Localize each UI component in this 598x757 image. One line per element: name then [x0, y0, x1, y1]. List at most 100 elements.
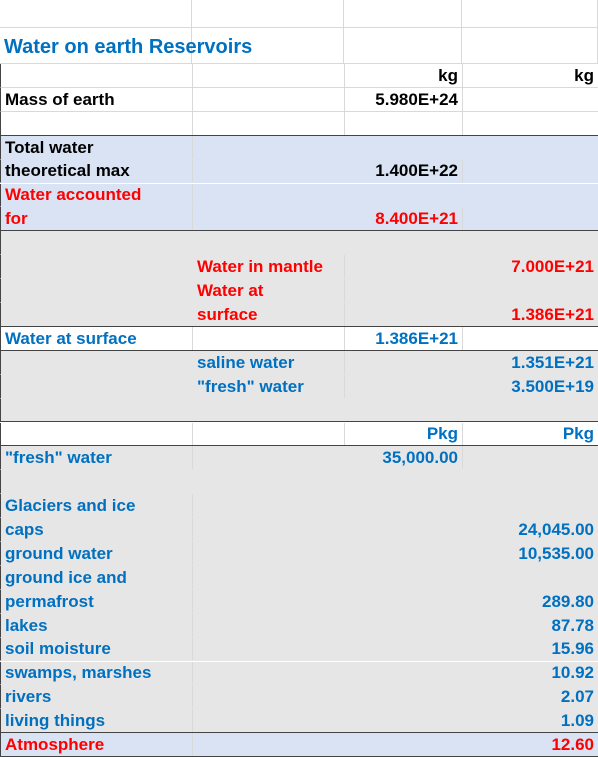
cell-text: Water at — [197, 280, 264, 300]
cell — [193, 160, 345, 183]
sheet-row: Mass of earth 5.980E+24 — [0, 87, 598, 112]
cell-text: 3.500E+19 — [511, 376, 594, 396]
cell — [193, 399, 345, 422]
cell-text: "fresh" water — [5, 448, 112, 468]
sheet-row: ground ice and — [0, 565, 598, 590]
cell — [1, 111, 193, 135]
cell-text: 5.980E+24 — [375, 89, 458, 109]
cell — [344, 0, 462, 27]
cell — [1, 399, 193, 422]
cell — [1, 279, 193, 302]
cell — [1, 351, 193, 374]
cell: "fresh" water — [1, 446, 193, 470]
cell — [463, 470, 598, 493]
cell — [1, 422, 193, 446]
cell: 10.92 — [463, 662, 598, 685]
cell: "fresh" water — [193, 374, 345, 398]
sheet-row: saline water 1.351E+21 — [0, 350, 598, 375]
cell: 1.09 — [463, 709, 598, 732]
cell — [344, 28, 462, 63]
cell-text: 10.92 — [551, 663, 594, 683]
cell — [345, 662, 463, 685]
cell — [0, 0, 192, 27]
cell-text: theoretical max — [5, 161, 130, 181]
cell-text: kg — [574, 65, 594, 85]
cell — [193, 638, 345, 661]
cell — [463, 399, 598, 422]
cell: Water at surface — [1, 326, 193, 350]
sheet-row: for 8.400E+21 — [0, 207, 598, 232]
cell-text: 7.000E+21 — [511, 257, 594, 277]
cell — [345, 399, 463, 422]
cell — [345, 470, 463, 493]
cell — [463, 136, 598, 159]
cell — [463, 207, 598, 230]
cell — [193, 662, 345, 685]
cell — [193, 136, 345, 159]
cell — [1, 375, 193, 398]
sheet-row: Glaciers and ice — [0, 494, 598, 519]
cell: 3.500E+19 — [463, 375, 598, 398]
cell — [345, 303, 463, 326]
cell — [345, 351, 463, 374]
cell — [192, 0, 344, 27]
cell: saline water — [193, 350, 345, 374]
cell-text: soil moisture — [5, 639, 111, 659]
cell — [193, 494, 345, 517]
cell-text: caps — [5, 519, 44, 539]
cell — [345, 685, 463, 708]
cell — [463, 446, 598, 469]
cell-text: Pkg — [562, 424, 594, 444]
cell: 1.386E+21 — [345, 326, 463, 350]
cell — [193, 614, 345, 637]
cell-text: kg — [438, 65, 458, 85]
cell: 1.351E+21 — [463, 351, 598, 374]
cell-text: 10,535.00 — [518, 543, 594, 563]
cell-text: Glaciers and ice — [5, 496, 136, 516]
cell-text: Total water — [5, 137, 94, 157]
cell: caps — [1, 518, 193, 541]
cell: Pkg — [463, 423, 598, 446]
cell: 289.80 — [463, 590, 598, 613]
cell — [463, 566, 598, 589]
sheet-row: living things 1.09 — [0, 709, 598, 734]
cell — [193, 207, 345, 230]
cell — [192, 28, 344, 63]
cell-text: Water at surface — [5, 328, 137, 348]
cell — [193, 542, 345, 565]
cell-text: Mass of earth — [5, 89, 115, 109]
sheet-row: theoretical max 1.400E+22 — [0, 159, 598, 184]
cell-text: for — [5, 209, 28, 229]
cell: permafrost — [1, 589, 193, 613]
cell — [1, 64, 193, 87]
cell — [1, 231, 193, 254]
cell — [463, 327, 598, 350]
sheet-row — [0, 231, 598, 256]
cell — [345, 638, 463, 661]
cell-text: lakes — [5, 615, 48, 635]
sheet-row: ground water 10,535.00 — [0, 542, 598, 566]
cell: rivers — [1, 685, 193, 709]
cell — [193, 111, 345, 135]
cell — [193, 64, 345, 87]
cell: 2.07 — [463, 685, 598, 708]
cell-text: 35,000.00 — [382, 448, 458, 468]
cell — [463, 112, 598, 135]
cell — [193, 685, 345, 708]
cell: Glaciers and ice — [1, 494, 193, 518]
cell: soil moisture — [1, 637, 193, 661]
cell — [193, 231, 345, 254]
cell — [345, 184, 463, 207]
cell — [345, 255, 463, 278]
cell — [345, 279, 463, 302]
cell-text: Atmosphere — [5, 735, 105, 755]
cell — [345, 542, 463, 565]
cell — [345, 375, 463, 398]
cell — [463, 88, 598, 111]
sheet-row: soil moisture 15.96 — [0, 637, 598, 662]
cell — [193, 733, 345, 756]
cell: kg — [463, 64, 598, 87]
cell-text: 1.386E+21 — [511, 304, 594, 324]
cell-text: 1.09 — [560, 711, 594, 731]
